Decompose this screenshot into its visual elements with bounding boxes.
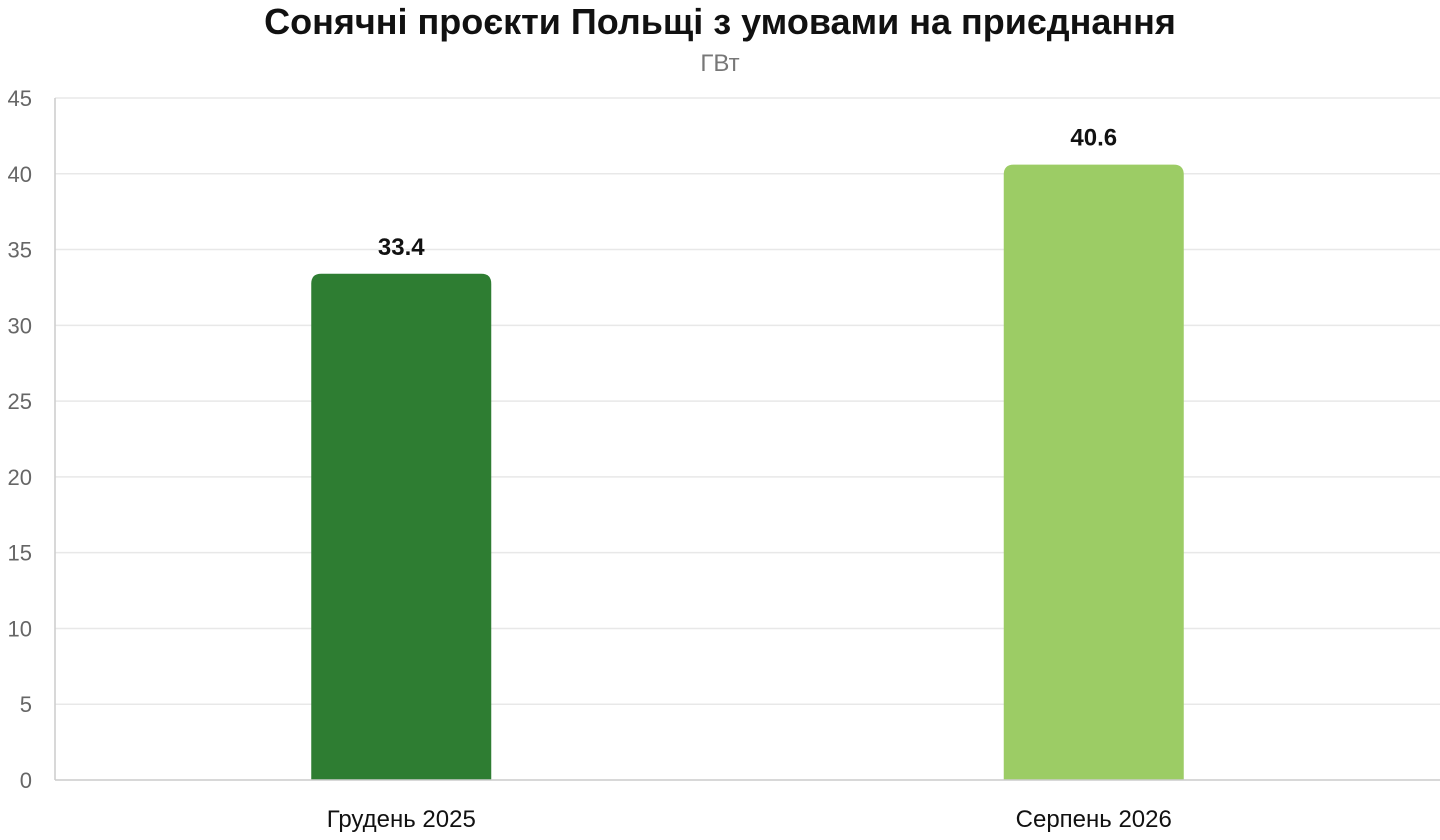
- x-category-label: Серпень 2026: [1016, 806, 1172, 833]
- y-tick-label: 20: [8, 465, 32, 490]
- bar: [1003, 164, 1184, 780]
- x-category-label: Грудень 2025: [327, 806, 476, 833]
- y-tick-label: 25: [8, 389, 32, 414]
- y-tick-label: 10: [8, 616, 32, 641]
- bar-value-label: 33.4: [378, 234, 425, 261]
- chart-subtitle: ГВт: [700, 50, 739, 77]
- y-tick-label: 0: [20, 768, 32, 793]
- y-tick-label: 35: [8, 238, 32, 263]
- bar: [311, 273, 492, 780]
- bars: [311, 164, 1184, 780]
- y-tick-label: 30: [8, 313, 32, 338]
- chart-title: Сонячні проєкти Польщі з умовами на приє…: [264, 1, 1176, 42]
- gridlines: [55, 97, 1440, 705]
- y-tick-label: 45: [8, 86, 32, 111]
- y-tick-label: 15: [8, 541, 32, 566]
- y-axis-ticks: 0 5 10 15 20 25 30 35 40 45: [8, 86, 32, 793]
- y-tick-label: 40: [8, 162, 32, 187]
- y-tick-label: 5: [20, 692, 32, 717]
- bar-value-label: 40.6: [1070, 125, 1117, 152]
- data-labels: 33.4 40.6: [378, 125, 1117, 261]
- x-axis-categories: Грудень 2025 Серпень 2026: [327, 806, 1172, 833]
